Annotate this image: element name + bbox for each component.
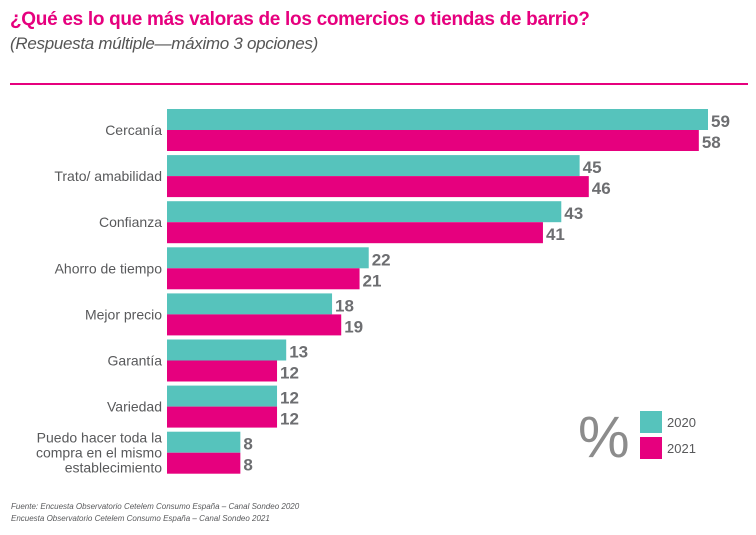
- category-label: establecimiento: [65, 460, 162, 476]
- value-label-2021: 12: [280, 410, 299, 429]
- category-label: Variedad: [107, 399, 162, 415]
- category-label: Cercanía: [105, 122, 162, 138]
- value-label-2020: 18: [335, 296, 354, 315]
- value-label-2021: 19: [344, 317, 363, 336]
- source-note-2: Encuesta Observatorio Cetelem Consumo Es…: [11, 514, 270, 523]
- category-label: Mejor precio: [85, 306, 162, 322]
- value-label-2021: 41: [546, 225, 565, 244]
- value-label-2021: 46: [592, 179, 611, 198]
- chart-subtitle: (Respuesta múltiple—máximo 3 opciones): [10, 34, 318, 53]
- legend-label-2020: 2020: [667, 415, 696, 430]
- bar-2020: [167, 109, 708, 130]
- category-label: Confianza: [99, 214, 162, 230]
- category-label: compra en el mismo: [36, 445, 162, 461]
- source-note-1: Fuente: Encuesta Observatorio Cetelem Co…: [11, 502, 300, 511]
- bar-2021: [167, 452, 241, 474]
- legend-swatch-2020: [640, 411, 662, 433]
- legend-label-2021: 2021: [667, 441, 696, 456]
- category-label: Puedo hacer toda la: [37, 430, 163, 446]
- bar-2020: [167, 155, 580, 177]
- category-label: Garantía: [108, 353, 163, 369]
- category-label: Trato/ amabilidad: [54, 168, 162, 184]
- percent-symbol: %: [578, 405, 630, 470]
- bar-2021: [167, 222, 543, 244]
- category-label: Ahorro de tiempo: [55, 260, 163, 276]
- bar-2021: [167, 130, 699, 151]
- value-label-2021: 8: [243, 456, 252, 475]
- bar-2020: [167, 201, 562, 223]
- bar-2020: [167, 385, 278, 407]
- value-label-2021: 21: [363, 271, 382, 290]
- value-label-2021: 12: [280, 364, 299, 383]
- bar-2020: [167, 293, 333, 315]
- value-label-2020: 12: [280, 389, 299, 408]
- title-divider: [10, 83, 748, 85]
- value-label-2020: 13: [289, 343, 308, 362]
- bar-2020: [167, 339, 287, 361]
- bar-2021: [167, 314, 342, 336]
- bar-2021: [167, 406, 278, 428]
- bar-2021: [167, 176, 589, 198]
- value-label-2020: 22: [372, 250, 391, 269]
- chart-title: ¿Qué es lo que más valoras de los comerc…: [10, 9, 590, 30]
- legend-swatch-2021: [640, 437, 662, 459]
- bar-2020: [167, 431, 241, 453]
- value-label-2020: 8: [243, 435, 252, 454]
- bar-2021: [167, 360, 278, 382]
- bar-2020: [167, 247, 369, 269]
- value-label-2021: 58: [702, 133, 721, 152]
- bar-2021: [167, 268, 360, 290]
- value-label-2020: 43: [564, 204, 583, 223]
- value-label-2020: 45: [583, 158, 602, 177]
- value-label-2020: 59: [711, 112, 730, 131]
